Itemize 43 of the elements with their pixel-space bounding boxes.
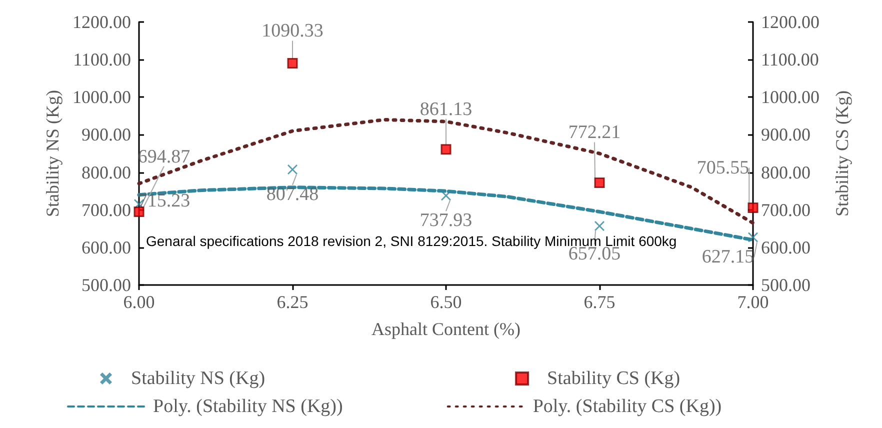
y-tick-label: 800.00 bbox=[82, 162, 131, 182]
y2-tick-label: 600.00 bbox=[761, 237, 810, 258]
point bbox=[288, 164, 298, 174]
y-tick-label: 1100.00 bbox=[73, 50, 131, 70]
y-tick-label: 1200.00 bbox=[72, 12, 131, 32]
line-series bbox=[137, 118, 755, 225]
y2-tick-label: 800.00 bbox=[761, 162, 810, 182]
point bbox=[134, 206, 144, 218]
data-label: 1090.33 bbox=[262, 20, 324, 42]
data-label: 807.48 bbox=[266, 184, 319, 205]
data-label: 705.55 bbox=[696, 157, 750, 178]
point bbox=[748, 202, 758, 214]
y-axis-title: Stability NS (Kg) bbox=[42, 90, 63, 218]
y2-tick-label: 900.00 bbox=[761, 124, 810, 145]
y2-tick-label: 500.00 bbox=[761, 275, 810, 295]
y-tick-label: 500.00 bbox=[82, 275, 131, 295]
point bbox=[287, 58, 298, 68]
y2-axis-title: Stability CS (Kg) bbox=[832, 90, 852, 217]
data-label: 772.21 bbox=[568, 122, 621, 144]
x-tick-label: 6.75 bbox=[584, 292, 616, 312]
legend-label: Stability NS (Kg) bbox=[131, 368, 266, 389]
y2-tick-label: 1000.00 bbox=[761, 87, 820, 108]
y2-tick-label: 700.00 bbox=[761, 200, 810, 220]
point bbox=[594, 220, 604, 231]
y-tick-label: 600.00 bbox=[82, 237, 131, 258]
x-tick-label: 6.50 bbox=[430, 292, 462, 312]
point bbox=[748, 232, 758, 242]
point bbox=[594, 177, 605, 188]
x-tick-label: 7.00 bbox=[737, 292, 769, 312]
x-tick-label: 6.00 bbox=[123, 292, 155, 312]
y-tick-label: 1000.00 bbox=[72, 87, 131, 108]
y2-tick-label: 1200.00 bbox=[761, 12, 820, 32]
x-tick-label: 6.25 bbox=[276, 292, 308, 312]
y-tick-label: 700.00 bbox=[82, 200, 131, 220]
point bbox=[440, 144, 452, 155]
y2-tick-label: 1100.00 bbox=[761, 50, 819, 70]
legend-label: Stability CS (Kg) bbox=[547, 368, 680, 389]
data-label: 861.13 bbox=[420, 98, 472, 120]
legend-label: Poly. (Stability CS (Kg)) bbox=[532, 396, 722, 417]
data-label: 737.93 bbox=[420, 210, 472, 232]
y-tick-label: 900.00 bbox=[82, 124, 131, 145]
legend-label: Poly. (Stability NS (Kg)) bbox=[153, 396, 343, 417]
x-axis-title: Asphalt Content (%) bbox=[372, 319, 520, 339]
